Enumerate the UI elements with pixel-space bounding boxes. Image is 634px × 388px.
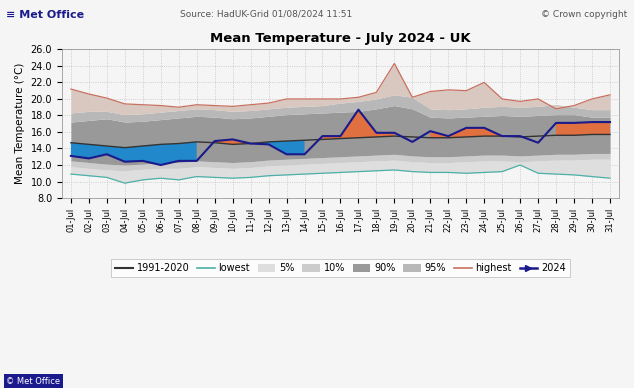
Text: © Met Office: © Met Office	[6, 377, 60, 386]
Y-axis label: Mean Temperature (°C): Mean Temperature (°C)	[15, 63, 25, 184]
Text: © Crown copyright: © Crown copyright	[541, 10, 628, 19]
Text: Source: HadUK-Grid 01/08/2024 11:51: Source: HadUK-Grid 01/08/2024 11:51	[180, 10, 353, 19]
Title: Mean Temperature - July 2024 - UK: Mean Temperature - July 2024 - UK	[210, 33, 471, 45]
Text: ≡ Met Office: ≡ Met Office	[6, 10, 84, 20]
Legend: 1991-2020, lowest, 5%, 10%, 90%, 95%, highest, 2024: 1991-2020, lowest, 5%, 10%, 90%, 95%, hi…	[111, 259, 570, 277]
